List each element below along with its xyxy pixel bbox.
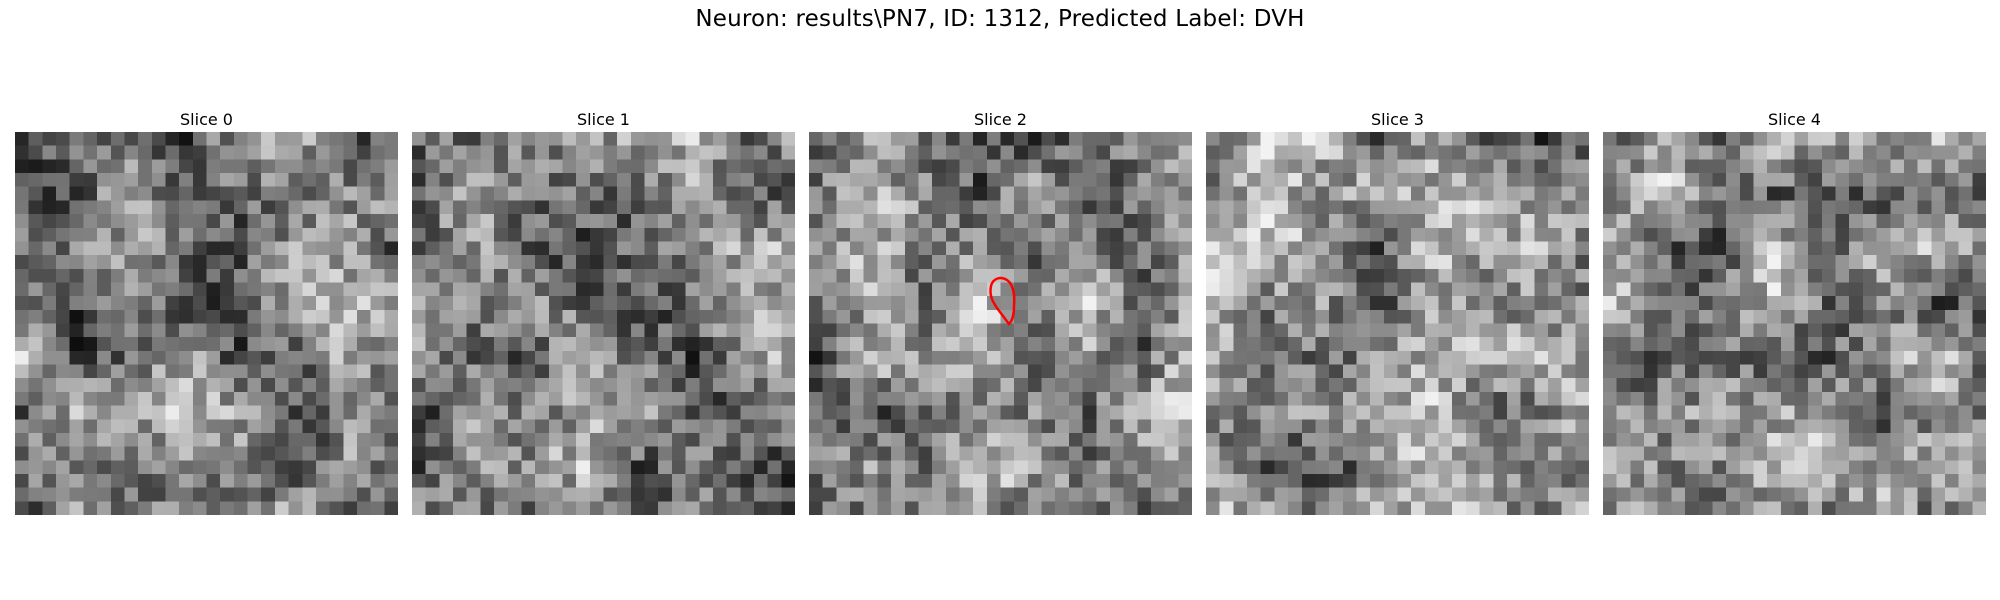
slice-panel-4: Slice 4 xyxy=(1603,110,1986,515)
slice-panel-1: Slice 1 xyxy=(412,110,795,515)
slice-panel-0: Slice 0 xyxy=(15,110,398,515)
roi-contour xyxy=(989,276,1016,326)
slice-image xyxy=(809,132,1192,515)
slice-panel-3: Slice 3 xyxy=(1206,110,1589,515)
slice-image xyxy=(1206,132,1589,515)
slice-title: Slice 4 xyxy=(1768,110,1821,129)
slice-image xyxy=(412,132,795,515)
slice-panel-2: Slice 2 xyxy=(809,110,1192,515)
slice-title: Slice 1 xyxy=(577,110,630,129)
figure-title: Neuron: results\PN7, ID: 1312, Predicted… xyxy=(695,6,1305,32)
slice-image xyxy=(15,132,398,515)
slice-title: Slice 0 xyxy=(180,110,233,129)
slice-image xyxy=(1603,132,1986,515)
slice-title: Slice 2 xyxy=(974,110,1027,129)
slice-title: Slice 3 xyxy=(1371,110,1424,129)
roi-outline xyxy=(989,276,1016,326)
